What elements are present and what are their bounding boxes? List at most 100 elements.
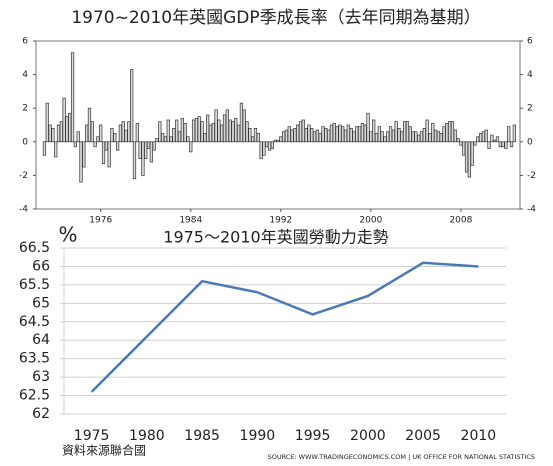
bar <box>124 129 128 143</box>
bar <box>152 141 156 151</box>
bar <box>68 112 72 143</box>
bar <box>495 136 500 143</box>
bar <box>459 141 463 146</box>
bar <box>87 107 92 143</box>
bar <box>335 126 339 143</box>
bar <box>197 116 201 143</box>
bar <box>298 121 303 143</box>
bar <box>175 119 179 143</box>
bar <box>377 126 381 143</box>
bar <box>93 141 97 148</box>
bar <box>341 126 345 143</box>
bar <box>265 141 269 148</box>
y-tick-label: -2 <box>19 171 28 181</box>
bar <box>490 134 494 143</box>
bar <box>349 128 353 143</box>
bar <box>507 126 511 143</box>
bar <box>504 141 508 149</box>
bar <box>380 131 384 143</box>
x-tick-label: 2000 <box>350 428 386 444</box>
bar <box>484 129 488 143</box>
bar <box>155 138 159 143</box>
line <box>90 261 479 393</box>
bar <box>225 109 229 143</box>
bar <box>436 131 441 143</box>
bar <box>262 141 266 156</box>
y-tick-label: 64.5 <box>19 314 50 330</box>
bar <box>343 129 348 143</box>
y-axis-label: % <box>58 223 77 247</box>
bar <box>419 131 424 143</box>
bar <box>493 139 497 143</box>
y-tick-label-right: -4 <box>527 205 536 215</box>
x-tick-label: 2008 <box>449 216 472 226</box>
bar <box>146 141 151 149</box>
bar <box>59 121 63 143</box>
bar <box>296 124 300 143</box>
bar <box>287 126 291 143</box>
bar <box>248 128 252 143</box>
bar <box>374 133 379 143</box>
bar <box>169 136 173 143</box>
bar <box>183 122 187 143</box>
bar <box>282 131 286 143</box>
bar <box>405 121 410 143</box>
bar <box>189 141 193 153</box>
bar <box>462 141 466 156</box>
x-tick-label: 1992 <box>269 216 292 226</box>
bar <box>304 128 308 143</box>
bar <box>110 128 114 143</box>
bar <box>512 124 516 143</box>
bar <box>284 129 289 143</box>
bar <box>417 134 421 143</box>
bar <box>360 122 365 143</box>
x-tick-label: 2000 <box>359 216 382 226</box>
bar <box>267 141 272 151</box>
bar <box>386 131 390 143</box>
y-tick-label: 63.5 <box>19 351 50 367</box>
bar <box>56 124 61 143</box>
bar <box>107 141 111 168</box>
source: SOURCE: WWW.TRADINGECONOMICS.COM | UK OF… <box>268 453 535 461</box>
y-tick-label-right: 6 <box>527 37 533 47</box>
bar <box>279 136 283 143</box>
bar <box>222 114 227 143</box>
bar <box>366 112 370 143</box>
bar <box>487 141 491 149</box>
bar <box>177 131 182 143</box>
bar <box>206 114 210 143</box>
bar <box>214 109 218 143</box>
bar <box>369 131 373 143</box>
bar <box>355 126 359 143</box>
y-tick-label: -4 <box>19 205 28 215</box>
x-tick-label: 1980 <box>129 428 165 444</box>
bar <box>428 133 432 143</box>
bar <box>478 133 483 143</box>
x-tick-label: 2005 <box>405 428 441 444</box>
bar <box>473 141 477 146</box>
bar <box>442 126 446 143</box>
bar <box>76 131 80 143</box>
bar <box>144 141 148 159</box>
x-tick-label: 2010 <box>461 428 497 444</box>
bar <box>82 141 86 168</box>
x-tick-label: 1990 <box>240 428 276 444</box>
y-tick-label: 64 <box>32 332 50 348</box>
chart-title: 1970~2010年英國GDP季成長率（去年同期為基期） <box>71 8 480 28</box>
bar <box>141 141 145 176</box>
y-tick-label-right: 4 <box>527 70 533 80</box>
bar <box>357 126 362 143</box>
bar <box>203 133 207 143</box>
bar <box>388 126 393 143</box>
bar <box>400 131 404 143</box>
bar <box>90 121 94 143</box>
bar <box>70 52 75 143</box>
bar <box>48 124 52 143</box>
bar <box>276 139 280 143</box>
bar <box>220 124 224 143</box>
bar <box>191 119 196 143</box>
bar <box>327 129 331 143</box>
bar <box>411 131 415 143</box>
y-tick-label: 65 <box>32 295 50 311</box>
x-tick-label: 1975 <box>74 428 110 444</box>
